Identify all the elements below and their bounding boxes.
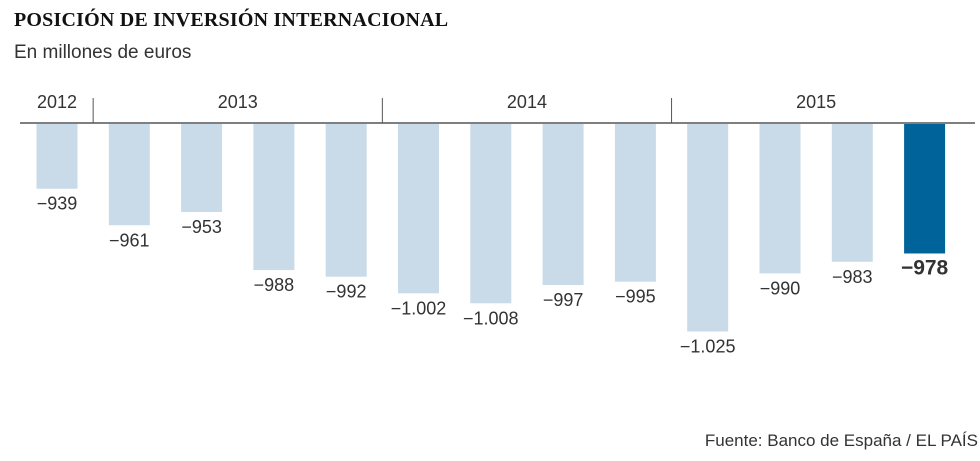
value-label: −997 <box>543 290 584 310</box>
bar <box>542 124 584 286</box>
value-label: −990 <box>760 278 801 298</box>
year-label: 2014 <box>507 92 547 112</box>
bar <box>36 124 78 189</box>
bar <box>470 124 512 304</box>
value-label: −978 <box>901 256 949 279</box>
year-label: 2013 <box>218 92 258 112</box>
bar <box>831 124 873 262</box>
bar-chart: 2012 2013 2014 2015 −939 −961 −953 −988 −992 −1.0… <box>20 92 975 357</box>
value-label: −995 <box>615 287 656 307</box>
bar <box>687 124 729 332</box>
value-label: −953 <box>181 217 222 237</box>
value-label: −983 <box>832 267 873 287</box>
year-label: 2015 <box>796 92 836 112</box>
value-label: −1.002 <box>391 298 447 318</box>
bar <box>325 124 367 277</box>
chart-subtitle: En millones de euros <box>14 42 192 63</box>
bar <box>614 124 656 282</box>
source-note: Fuente: Banco de España / EL PAÍS <box>704 431 978 450</box>
bar <box>759 124 801 274</box>
value-label: −961 <box>109 230 150 250</box>
value-label: −988 <box>254 275 295 295</box>
value-label: −992 <box>326 282 367 302</box>
bar <box>904 124 946 254</box>
bar <box>398 124 439 294</box>
bar <box>181 124 223 212</box>
bar <box>253 124 295 271</box>
value-label: −1.025 <box>680 337 736 357</box>
value-label: −1.008 <box>463 308 519 328</box>
value-label: −939 <box>37 194 78 214</box>
bar <box>108 124 150 226</box>
chart-title: POSICIÓN DE INVERSIÓN INTERNACIONAL <box>14 9 449 31</box>
year-label: 2012 <box>37 92 77 112</box>
